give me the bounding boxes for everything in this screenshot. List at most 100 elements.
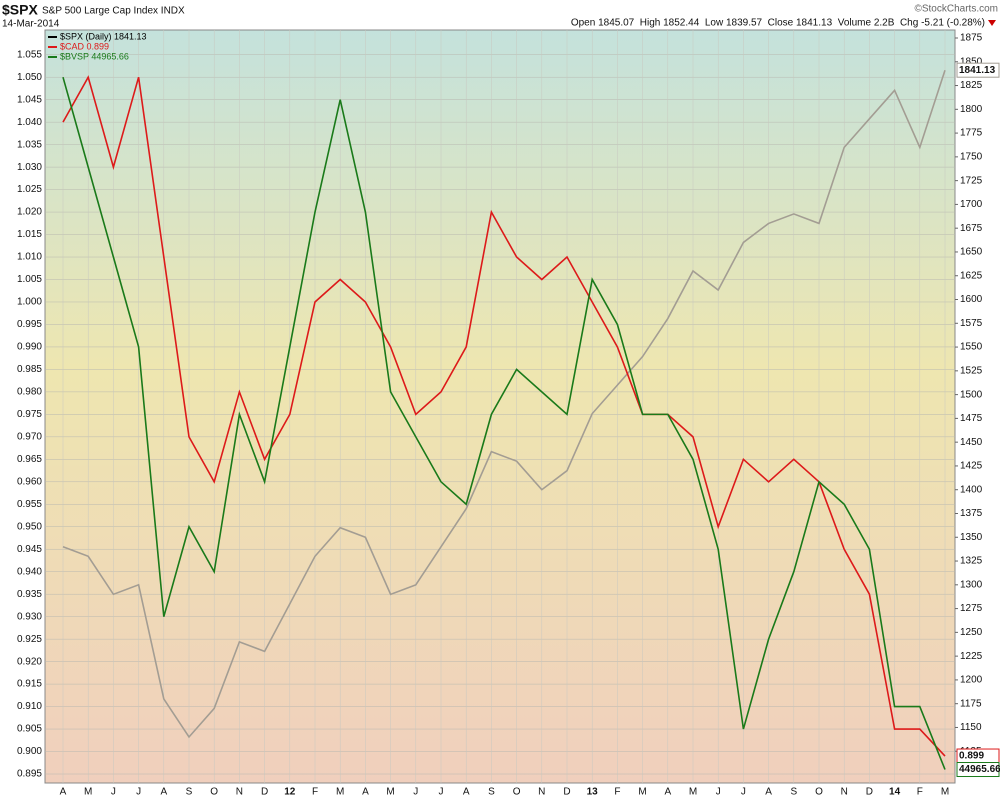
x-tick-label: J	[716, 787, 721, 798]
x-tick-label: S	[186, 787, 193, 798]
y2-tick-label: 1300	[960, 579, 983, 590]
y2-tick-label: 1725	[960, 175, 983, 186]
y-tick-label: 0.980	[17, 387, 42, 398]
date: 14-Mar-2014	[2, 19, 60, 30]
x-tick-label: A	[60, 787, 67, 798]
y2-tick-label: 1375	[960, 508, 983, 519]
y-tick-label: 1.050	[17, 72, 42, 83]
y-tick-label: 1.000	[17, 297, 42, 308]
y-tick-label: 1.035	[17, 139, 42, 150]
y2-tick-label: 1475	[960, 413, 983, 424]
y-tick-label: 0.935	[17, 589, 42, 600]
down-arrow	[988, 20, 996, 26]
legend-label: $CAD 0.899	[60, 41, 109, 51]
y2-tick-label: 1225	[960, 651, 983, 662]
x-tick-label: J	[439, 787, 444, 798]
x-tick-label: A	[664, 787, 671, 798]
x-tick-label: D	[866, 787, 873, 798]
x-tick-label: M	[689, 787, 697, 798]
y-tick-label: 0.915	[17, 679, 42, 690]
y-tick-label: 0.945	[17, 544, 42, 555]
index-name: S&P 500 Large Cap Index INDX	[42, 6, 185, 17]
x-tick-label: A	[463, 787, 470, 798]
x-tick-label: M	[941, 787, 949, 798]
y2-tick-label: 1175	[960, 698, 982, 709]
x-tick-label: F	[917, 787, 923, 798]
y-tick-label: 1.020	[17, 207, 42, 218]
y2-tick-label: 1675	[960, 223, 983, 234]
y2-tick-label: 1200	[960, 675, 983, 686]
x-tick-label: D	[261, 787, 268, 798]
y-tick-label: 0.920	[17, 656, 42, 667]
x-tick-label: M	[84, 787, 92, 798]
y-tick-label: 0.905	[17, 724, 42, 735]
y-tick-label: 1.030	[17, 162, 42, 173]
x-tick-label: M	[336, 787, 344, 798]
end-tag-label: 0.899	[959, 751, 984, 762]
y-tick-label: 0.895	[17, 769, 42, 780]
y-tick-label: 0.960	[17, 476, 42, 487]
y-tick-label: 1.025	[17, 184, 42, 195]
y2-tick-label: 1700	[960, 199, 983, 210]
y2-tick-label: 1150	[960, 722, 982, 733]
symbol: $SPX	[2, 2, 38, 18]
x-tick-label: A	[160, 787, 167, 798]
x-tick-label: S	[488, 787, 495, 798]
x-tick-label: 12	[284, 787, 296, 798]
y-tick-label: 0.965	[17, 454, 42, 465]
y-tick-label: 0.995	[17, 319, 42, 330]
end-tag	[956, 762, 1000, 778]
credit: ©StockCharts.com	[914, 4, 998, 15]
x-tick-label: O	[210, 787, 218, 798]
y-tick-label: 0.910	[17, 701, 42, 712]
x-tick-label: N	[538, 787, 545, 798]
end-tag-label: 1841.13	[959, 65, 996, 76]
y-tick-label: 0.940	[17, 566, 42, 577]
x-tick-label: J	[741, 787, 746, 798]
x-tick-label: N	[841, 787, 848, 798]
x-tick-label: M	[386, 787, 394, 798]
y2-tick-label: 1525	[960, 365, 983, 376]
x-tick-label: O	[513, 787, 521, 798]
y-tick-label: 0.975	[17, 409, 42, 420]
y2-tick-label: 1275	[960, 603, 983, 614]
y-tick-label: 0.900	[17, 746, 42, 757]
y2-tick-label: 1625	[960, 270, 983, 281]
y-tick-label: 0.970	[17, 431, 42, 442]
y-tick-label: 1.010	[17, 252, 42, 263]
x-tick-label: O	[815, 787, 823, 798]
legend-label: $SPX (Daily) 1841.13	[60, 31, 147, 41]
y2-tick-label: 1775	[960, 128, 983, 139]
x-tick-label: J	[136, 787, 141, 798]
y2-tick-label: 1650	[960, 247, 983, 258]
y2-tick-label: 1750	[960, 152, 983, 163]
x-tick-label: 14	[889, 787, 901, 798]
x-tick-label: M	[638, 787, 646, 798]
series-line	[62, 75, 946, 757]
y2-tick-label: 1450	[960, 437, 983, 448]
x-tick-label: S	[790, 787, 797, 798]
y2-tick-label: 1325	[960, 556, 983, 567]
y-tick-label: 1.015	[17, 229, 42, 240]
x-tick-label: D	[563, 787, 570, 798]
series-line	[62, 69, 946, 739]
x-tick-label: N	[236, 787, 243, 798]
legend-label: $BVSP 44965.66	[60, 51, 129, 61]
quote: Open 1845.07 High 1852.44 Low 1839.57 Cl…	[571, 18, 985, 29]
y2-tick-label: 1825	[960, 80, 983, 91]
end-tag-label: 44965.66	[959, 764, 1000, 775]
y-tick-label: 1.040	[17, 117, 42, 128]
y2-tick-label: 1800	[960, 104, 983, 115]
y-tick-label: 1.045	[17, 94, 42, 105]
y2-tick-label: 1550	[960, 342, 983, 353]
y2-tick-label: 1575	[960, 318, 983, 329]
y-tick-label: 0.990	[17, 342, 42, 353]
x-tick-label: A	[765, 787, 772, 798]
y2-tick-label: 1250	[960, 627, 983, 638]
x-tick-label: F	[614, 787, 620, 798]
y-tick-label: 0.950	[17, 521, 42, 532]
series-line	[62, 76, 946, 770]
y2-tick-label: 1600	[960, 294, 983, 305]
x-tick-label: J	[111, 787, 116, 798]
